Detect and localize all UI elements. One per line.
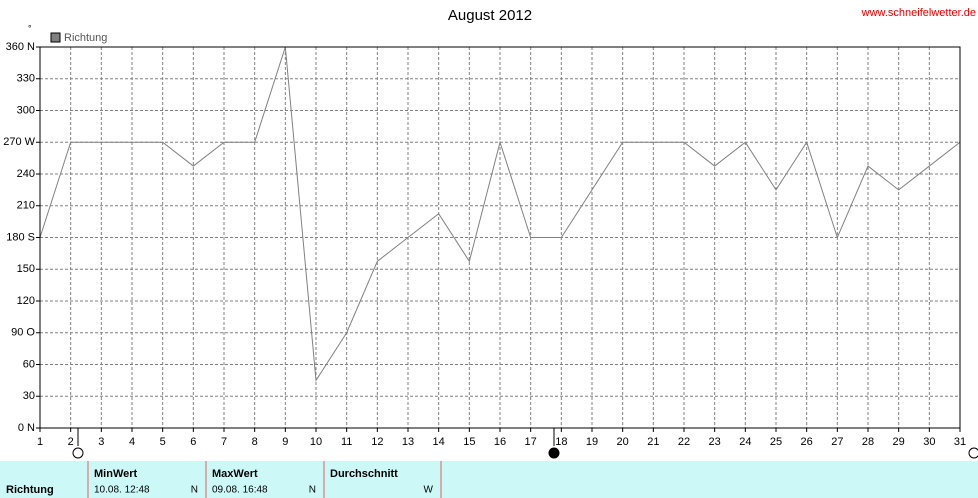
cell-time: 10.08. 12:48 bbox=[94, 485, 150, 496]
y-tick-label: 270 W bbox=[3, 136, 35, 148]
plot-frame bbox=[39, 46, 961, 429]
y-tick-label: 60 bbox=[23, 358, 35, 370]
y-tick-label: 330 bbox=[17, 73, 35, 85]
cell-value: N bbox=[309, 485, 316, 496]
x-tick-label: 17 bbox=[525, 436, 537, 448]
legend-label: Richtung bbox=[64, 32, 107, 44]
legend-swatch bbox=[50, 32, 61, 43]
x-tick-label: 27 bbox=[831, 436, 843, 448]
new-moon bbox=[548, 447, 560, 459]
x-tick-label: 2 bbox=[68, 436, 74, 448]
x-tick-label: 14 bbox=[433, 436, 445, 448]
y-tick-label: 210 bbox=[17, 200, 35, 212]
x-tick-label: 11 bbox=[341, 436, 352, 448]
x-tick-label: 22 bbox=[678, 436, 690, 448]
x-tick-label: 31 bbox=[954, 436, 966, 448]
col-header: MaxWert bbox=[212, 468, 258, 480]
y-tick-label: 90 O bbox=[11, 327, 35, 339]
x-tick-label: 3 bbox=[98, 436, 104, 448]
x-tick-label: 29 bbox=[893, 436, 905, 448]
x-tick-label: 26 bbox=[801, 436, 813, 448]
full-moon bbox=[72, 447, 84, 459]
x-tick-label: 5 bbox=[160, 436, 166, 448]
chart-title: August 2012 bbox=[448, 7, 532, 24]
x-tick-label: 10 bbox=[310, 436, 322, 448]
col-header: MinWert bbox=[94, 468, 138, 480]
y-unit: ° bbox=[28, 23, 32, 33]
cell-value: W bbox=[424, 485, 434, 496]
watermark: www.schneifelwetter.de bbox=[861, 7, 976, 19]
x-tick-label: 24 bbox=[739, 436, 751, 448]
x-tick-label: 23 bbox=[709, 436, 721, 448]
x-tick-label: 18 bbox=[555, 436, 567, 448]
x-tick-label: 4 bbox=[129, 436, 135, 448]
x-tick-label: 13 bbox=[402, 436, 414, 448]
y-tick-label: 150 bbox=[17, 263, 35, 275]
table-bg bbox=[0, 461, 978, 498]
y-tick-label: 180 S bbox=[6, 231, 35, 243]
data-line bbox=[39, 46, 961, 382]
col-header: Durchschnitt bbox=[330, 468, 398, 480]
x-tick-label: 15 bbox=[463, 436, 475, 448]
x-tick-label: 6 bbox=[190, 436, 196, 448]
x-tick-label: 7 bbox=[221, 436, 227, 448]
cell-time: 09.08. 16:48 bbox=[212, 485, 268, 496]
x-tick-label: 25 bbox=[770, 436, 782, 448]
full-moon bbox=[968, 447, 978, 459]
x-tick-label: 19 bbox=[586, 436, 598, 448]
y-tick-label: 120 bbox=[17, 295, 35, 307]
x-tick-label: 12 bbox=[371, 436, 383, 448]
y-tick-label: 360 N bbox=[6, 41, 35, 53]
x-tick-label: 21 bbox=[647, 436, 659, 448]
x-tick-label: 16 bbox=[494, 436, 506, 448]
row-label: Richtung bbox=[6, 484, 54, 496]
x-tick-label: 9 bbox=[282, 436, 288, 448]
y-tick-label: 0 N bbox=[18, 422, 35, 434]
y-tick-label: 300 bbox=[17, 104, 35, 116]
x-tick-label: 1 bbox=[37, 436, 43, 448]
x-tick-label: 20 bbox=[617, 436, 629, 448]
y-tick-label: 240 bbox=[17, 168, 35, 180]
cell-value: N bbox=[191, 485, 198, 496]
y-tick-label: 30 bbox=[23, 390, 35, 402]
x-tick-label: 30 bbox=[923, 436, 935, 448]
x-tick-label: 8 bbox=[252, 436, 258, 448]
x-tick-label: 28 bbox=[862, 436, 874, 448]
